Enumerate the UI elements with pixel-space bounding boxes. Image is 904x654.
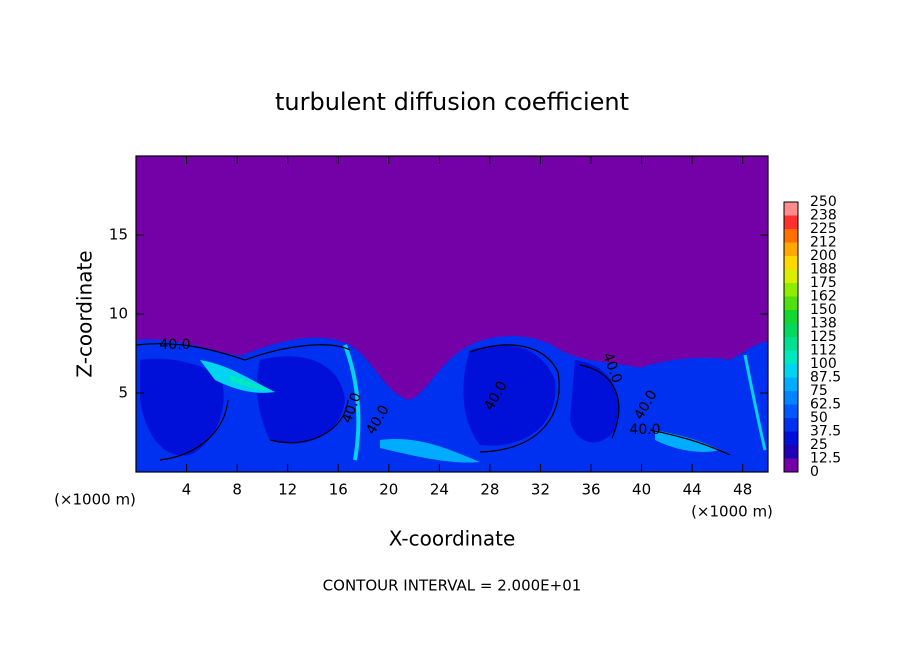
- y-unit: (×1000 m): [54, 491, 136, 509]
- y-axis-label: Z-coordinate: [73, 250, 97, 377]
- colorbar-label: 0: [810, 464, 819, 480]
- x-tick-label: 12: [278, 481, 297, 499]
- x-tick-label: 32: [531, 481, 550, 499]
- y-tick-label: 10: [109, 305, 128, 323]
- colorbar-swatch: [784, 350, 798, 364]
- y-tick-label: 5: [118, 384, 128, 402]
- colorbar-swatch: [784, 337, 798, 351]
- colorbar-label: 112: [810, 343, 837, 359]
- colorbar-label: 75: [810, 383, 828, 399]
- colorbar-label: 212: [810, 235, 837, 251]
- colorbar-swatch: [784, 242, 798, 256]
- y-tick-label: 15: [109, 226, 128, 244]
- colorbar-swatch: [784, 229, 798, 243]
- x-tick-label: 8: [232, 481, 242, 499]
- colorbar-swatch: [784, 377, 798, 391]
- colorbar-swatch: [784, 202, 798, 216]
- colorbar-label: 37.5: [810, 424, 841, 440]
- x-tick-label: 44: [683, 481, 702, 499]
- x-tick-label: 16: [329, 481, 348, 499]
- colorbar-label: 87.5: [810, 370, 841, 386]
- colorbar-swatch: [784, 458, 798, 472]
- colorbar-label: 25: [810, 437, 828, 453]
- colorbar-swatch: [784, 404, 798, 418]
- colorbar-label: 162: [810, 289, 837, 305]
- contour-label: 40.0: [159, 337, 190, 353]
- field: [135, 156, 768, 472]
- colorbar-swatch: [784, 323, 798, 337]
- colorbar-swatch: [784, 310, 798, 324]
- colorbar-label: 12.5: [810, 451, 841, 467]
- colorbar-swatch: [784, 296, 798, 310]
- colorbar-label: 138: [810, 316, 837, 332]
- contour-label: 40.0: [629, 422, 660, 438]
- colorbar-swatch: [784, 215, 798, 229]
- footnote: CONTOUR INTERVAL = 2.000E+01: [323, 577, 582, 595]
- colorbar-swatch: [784, 364, 798, 378]
- x-axis-label: X-coordinate: [389, 527, 516, 551]
- x-tick-label: 40: [632, 481, 651, 499]
- x-tick-label: 4: [182, 481, 192, 499]
- colorbar-swatch: [784, 391, 798, 405]
- colorbar-label: 150: [810, 302, 837, 318]
- colorbar-swatch: [784, 445, 798, 459]
- colorbar-swatch: [784, 283, 798, 297]
- colorbar-label: 200: [810, 248, 837, 264]
- colorbar-swatch: [784, 269, 798, 283]
- x-tick-label: 48: [733, 481, 752, 499]
- x-tick-label: 28: [480, 481, 499, 499]
- colorbar-label: 125: [810, 329, 837, 345]
- x-tick-label: 24: [430, 481, 449, 499]
- x-tick-label: 36: [581, 481, 600, 499]
- colorbar-label: 250: [810, 194, 837, 210]
- colorbar-label: 100: [810, 356, 837, 372]
- colorbar-label: 62.5: [810, 397, 841, 413]
- chart-title: turbulent diffusion coefficient: [275, 88, 629, 116]
- colorbar-label: 175: [810, 275, 837, 291]
- x-unit: (×1000 m): [691, 503, 773, 521]
- x-tick-label: 20: [379, 481, 398, 499]
- colorbar-label: 225: [810, 221, 837, 237]
- colorbar-label: 188: [810, 262, 837, 278]
- colorbar-frame: [783, 201, 799, 473]
- colorbar-swatch: [784, 418, 798, 432]
- colorbar-label: 238: [810, 208, 837, 224]
- colorbar-swatch: [784, 431, 798, 445]
- colorbar-label: 50: [810, 410, 828, 426]
- colorbar-swatch: [784, 256, 798, 270]
